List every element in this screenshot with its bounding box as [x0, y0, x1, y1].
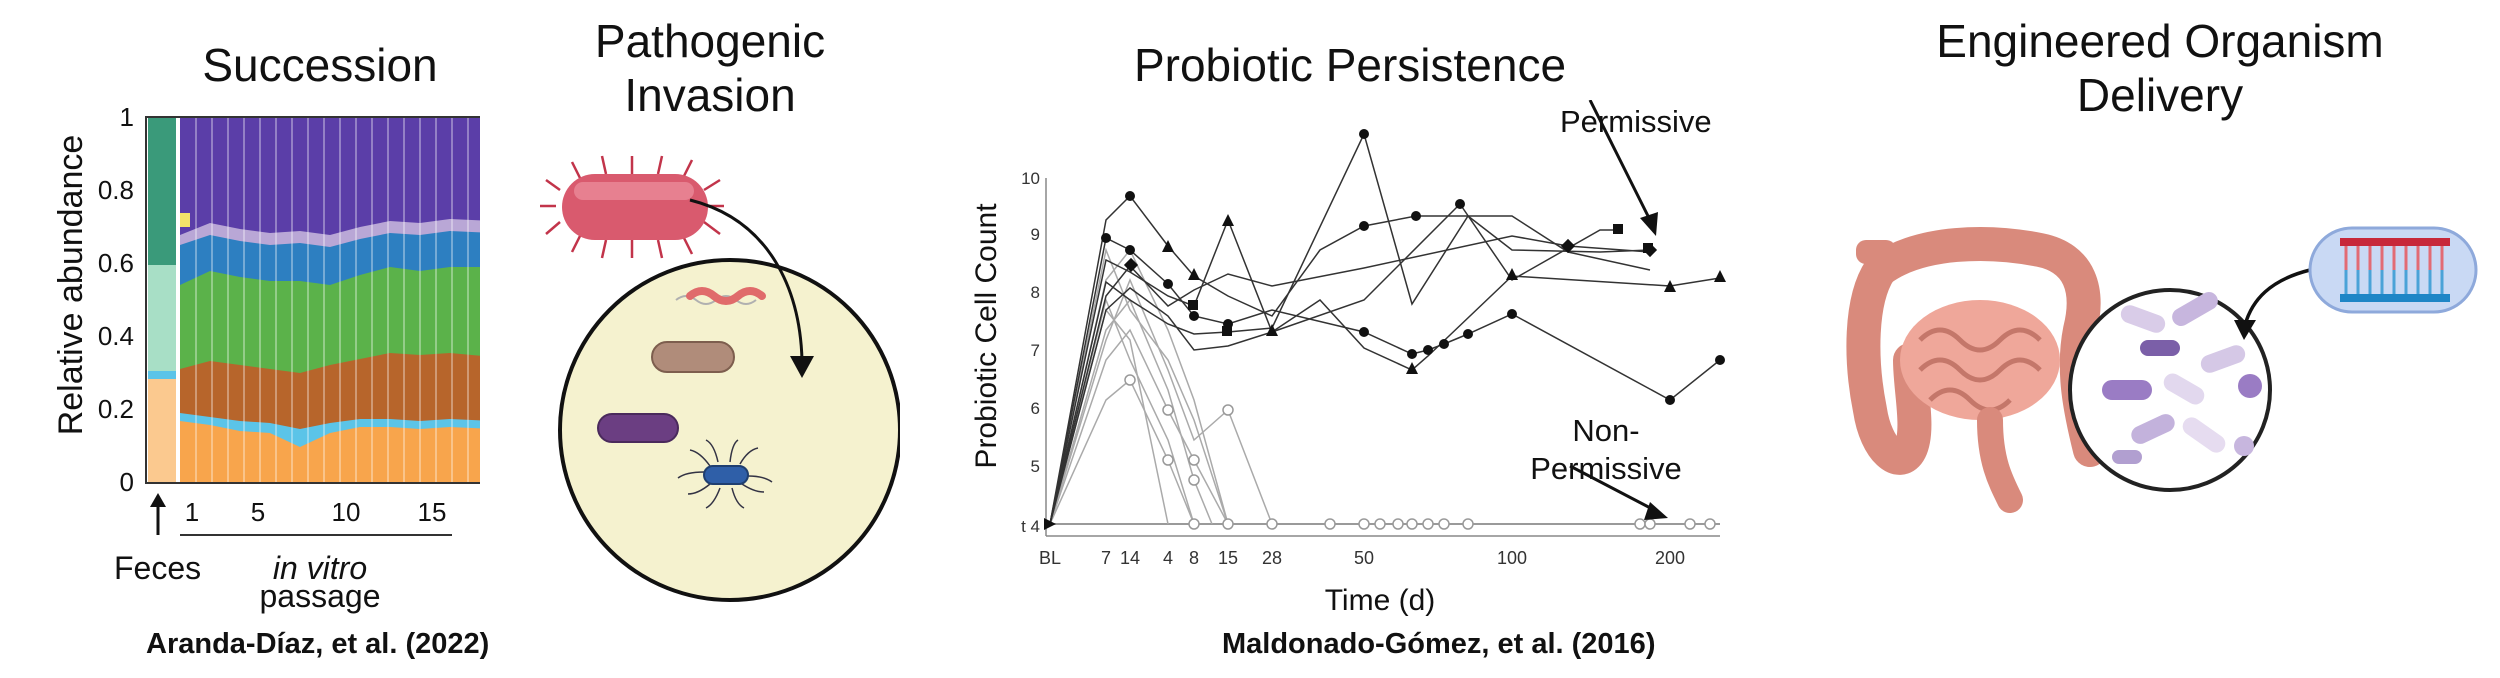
- persistence-y-ticks: t 4 5 6 7 8 9 10: [1021, 169, 1040, 536]
- invasion-title-line2: Invasion: [624, 69, 796, 121]
- wavy-bacterium-icon: [675, 287, 766, 305]
- succession-y-tick: 0.2: [98, 394, 134, 424]
- persistence-x-label: Time (d): [1325, 584, 1436, 617]
- succession-y-tick: 0.6: [98, 248, 134, 278]
- persistence-chart: Probiotic Cell Count t 4 5 6 7 8 9 10 BL…: [970, 100, 1726, 617]
- persistence-x-tick: 100: [1497, 548, 1527, 568]
- invasion-title: Pathogenic Invasion: [540, 14, 880, 122]
- annotation-nonpermissive-line2: Permissive: [1530, 451, 1682, 486]
- succession-chart: Relative abundance 0 0.2 0.4 0.6 0.8 1: [52, 102, 480, 614]
- succession-y-tick: 0.8: [98, 175, 134, 205]
- persistence-x-tick: 28: [1262, 548, 1282, 568]
- persistence-x-tick: 14: [1120, 548, 1140, 568]
- persistence-x-ticks: BL 7 14 4 8 15 28 50 100 200: [1039, 548, 1685, 568]
- brown-bacterium-icon: [651, 341, 735, 373]
- purple-bacterium-icon: [597, 413, 679, 443]
- delivery-title-line2: Delivery: [2076, 69, 2244, 121]
- succession-frame: [145, 116, 480, 484]
- persistence-x-tick: 7: [1101, 548, 1111, 568]
- succession-y-label: Relative abundance: [52, 135, 90, 436]
- invasion-arrow-icon: [689, 198, 804, 361]
- persistence-y-tick: 9: [1031, 225, 1040, 244]
- persistence-citation: Maldonado-Gómez, et al. (2016): [1222, 628, 1656, 660]
- feces-bar: [148, 117, 176, 483]
- intestine-icon: [1846, 227, 2107, 513]
- persistence-y-tick: 10: [1021, 169, 1040, 188]
- annotation-nonpermissive-line1: Non-: [1572, 413, 1640, 448]
- nonpermissive-arrow-icon: [1569, 464, 1668, 520]
- permissive-trajectories: [1049, 131, 1721, 525]
- succession-x-tick: 15: [418, 497, 447, 527]
- permissive-markers: [1101, 129, 1726, 405]
- microbes-cluster-icon: [2102, 292, 2262, 464]
- persistence-y-tick: t 4: [1021, 517, 1040, 536]
- succession-x-tick: 10: [332, 497, 361, 527]
- persistence-x-tick: BL: [1039, 548, 1061, 568]
- persistence-y-tick: 6: [1031, 399, 1040, 418]
- succession-y-tick: 0: [120, 467, 134, 497]
- delivery-arrow-icon: [2243, 268, 2311, 326]
- succession-y-tick: 0.4: [98, 321, 134, 351]
- succession-y-ticks: 0 0.2 0.4 0.6 0.8 1: [98, 102, 134, 497]
- feces-label: Feces: [114, 550, 201, 586]
- pathogen-icon: [540, 155, 724, 259]
- persistence-x-tick: 15: [1218, 548, 1238, 568]
- persistence-title: Probiotic Persistence: [1133, 39, 1567, 91]
- persistence-x-tick: 8: [1189, 548, 1199, 568]
- succession-x-tick: 1: [185, 497, 199, 527]
- persistence-x-tick: 200: [1655, 548, 1685, 568]
- persistence-y-tick: 7: [1031, 341, 1040, 360]
- persistence-y-label: Probiotic Cell Count: [970, 203, 1003, 469]
- annotation-permissive: Permissive: [1560, 104, 1712, 139]
- feces-arrow-icon: [150, 493, 166, 535]
- persistence-x-tick: 4: [1163, 548, 1173, 568]
- succession-stacked-area: [180, 117, 480, 483]
- nonpermissive-markers: [1124, 374, 1716, 530]
- permissive-arrow-icon: [1588, 100, 1658, 236]
- delivery-title: Engineered Organism Delivery: [1880, 14, 2440, 122]
- gut-environment-circle: [558, 258, 900, 602]
- persistence-y-tick: 5: [1031, 457, 1040, 476]
- delivery-title-line1: Engineered Organism: [1936, 15, 2384, 67]
- annotation-nonpermissive: Non- Permissive: [1516, 412, 1696, 488]
- invasion-title-line1: Pathogenic: [594, 15, 826, 67]
- delivery-illustration: [1846, 226, 2478, 513]
- persistence-y-tick: 8: [1031, 283, 1040, 302]
- succession-x-ticks: 1 5 10 15: [185, 497, 447, 527]
- dna-ladder-icon: [2340, 238, 2450, 302]
- succession-citation: Aranda-Díaz, et al. (2022): [146, 628, 490, 660]
- passage-label-italic: in vitro: [273, 550, 367, 586]
- invasion-illustration: [540, 155, 900, 602]
- flagellated-bacterium-icon: [677, 439, 773, 509]
- succession-x-tick: 5: [251, 497, 265, 527]
- persistence-x-tick: 50: [1354, 548, 1374, 568]
- succession-title: Succession: [202, 39, 438, 91]
- succession-y-tick: 1: [120, 102, 134, 132]
- passage-label: passage: [260, 578, 381, 614]
